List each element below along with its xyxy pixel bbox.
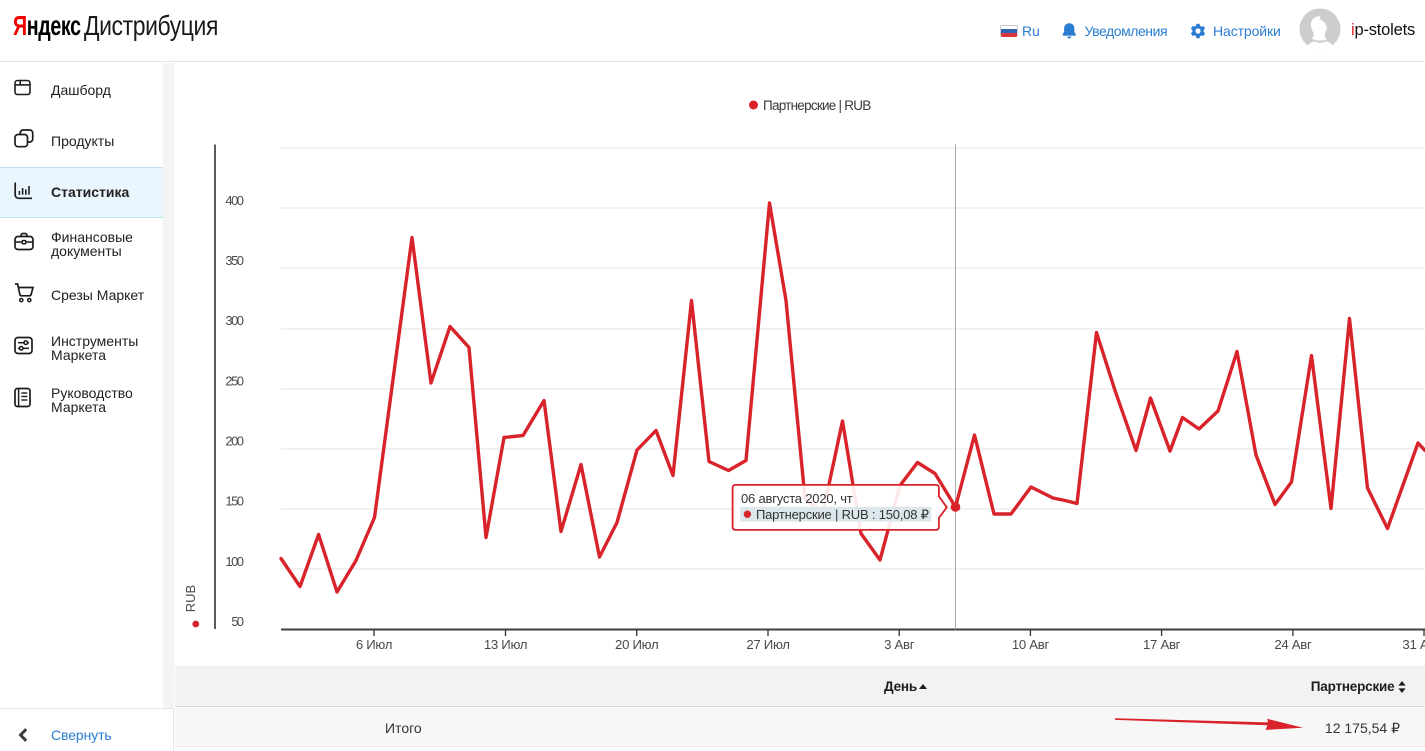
svg-text:100: 100: [225, 554, 244, 569]
svg-text:13 Июл: 13 Июл: [484, 637, 527, 652]
svg-text:350: 350: [225, 253, 244, 268]
svg-text:31 Авг: 31 Авг: [1402, 637, 1425, 652]
svg-text:24 Авг: 24 Авг: [1274, 637, 1312, 652]
svg-text:300: 300: [225, 313, 244, 328]
svg-text:400: 400: [225, 193, 244, 208]
svg-text:RUB: RUB: [183, 585, 198, 612]
svg-text:6 Июл: 6 Июл: [356, 637, 392, 652]
svg-text:200: 200: [225, 434, 244, 449]
svg-text:Партнерские | RUB: Партнерские | RUB: [763, 98, 871, 113]
svg-text:3 Авг: 3 Авг: [884, 637, 915, 652]
svg-text:06 августа 2020, чт: 06 августа 2020, чт: [741, 491, 853, 506]
svg-text:10 Авг: 10 Авг: [1012, 637, 1050, 652]
svg-text:50: 50: [231, 614, 244, 629]
svg-text:27 Июл: 27 Июл: [746, 637, 789, 652]
svg-text:250: 250: [225, 374, 244, 389]
svg-text:150,08 ₽: 150,08 ₽: [879, 507, 929, 522]
svg-text:20 Июл: 20 Июл: [615, 637, 658, 652]
svg-text:150: 150: [225, 494, 244, 509]
svg-text:17 Авг: 17 Авг: [1143, 637, 1181, 652]
svg-text:Партнерские | RUB :: Партнерские | RUB :: [756, 507, 875, 522]
